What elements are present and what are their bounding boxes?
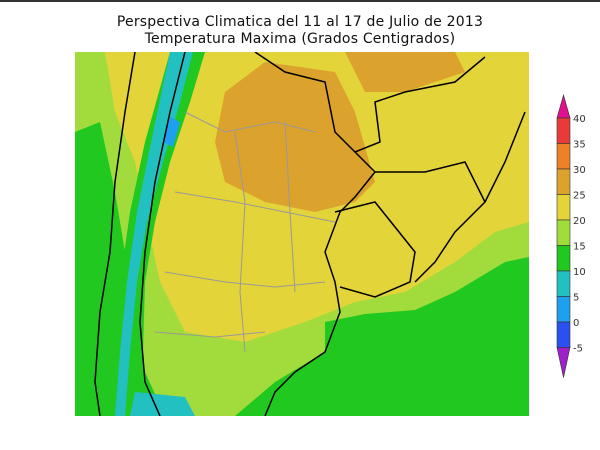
province-borders <box>154 111 336 353</box>
legend-segment-20_25 <box>556 194 571 221</box>
legend-segment--5_0 <box>556 321 571 348</box>
map-title: Perspectiva Climatica del 11 al 17 de Ju… <box>116 14 484 30</box>
zone-10-15-east <box>235 257 529 416</box>
legend-label: -5 <box>573 344 583 355</box>
legend-segment-15_20 <box>556 219 571 246</box>
legend-segment-0_5 <box>556 296 571 323</box>
legend-segment-5_10 <box>556 270 571 297</box>
legend-segment-30_35 <box>556 143 571 170</box>
zone-25-30-north <box>215 62 375 212</box>
zone-10-15-andes <box>95 52 205 416</box>
color-legend: 40 35 30 25 20 15 10 5 0 -5 <box>556 93 586 378</box>
legend-label: 30 <box>573 165 586 176</box>
zone-25-30-top <box>345 52 465 92</box>
map-subtitle: Temperatura Maxima (Grados Centigrados) <box>144 31 456 47</box>
legend-label: 15 <box>573 242 586 253</box>
legend-label: 5 <box>573 293 579 304</box>
country-borders <box>94 52 526 416</box>
legend-arrow-below-minus5 <box>556 347 571 378</box>
legend-arrow-above-40 <box>556 93 571 119</box>
legend-segment-25_30 <box>556 168 571 195</box>
top-border <box>0 0 600 2</box>
temperature-map <box>75 52 529 416</box>
zone-0-5 <box>163 117 180 147</box>
legend-label: 0 <box>573 318 579 329</box>
zone-5-10 <box>115 52 193 416</box>
legend-segment-35_40 <box>556 117 571 144</box>
legend-label: 20 <box>573 216 586 227</box>
zone-5-10-south <box>130 392 195 416</box>
legend-label: 25 <box>573 191 586 202</box>
legend-label: 35 <box>573 140 586 151</box>
legend-label: 40 <box>573 114 586 125</box>
legend-segment-10_15 <box>556 245 571 272</box>
legend-label: 10 <box>573 267 586 278</box>
